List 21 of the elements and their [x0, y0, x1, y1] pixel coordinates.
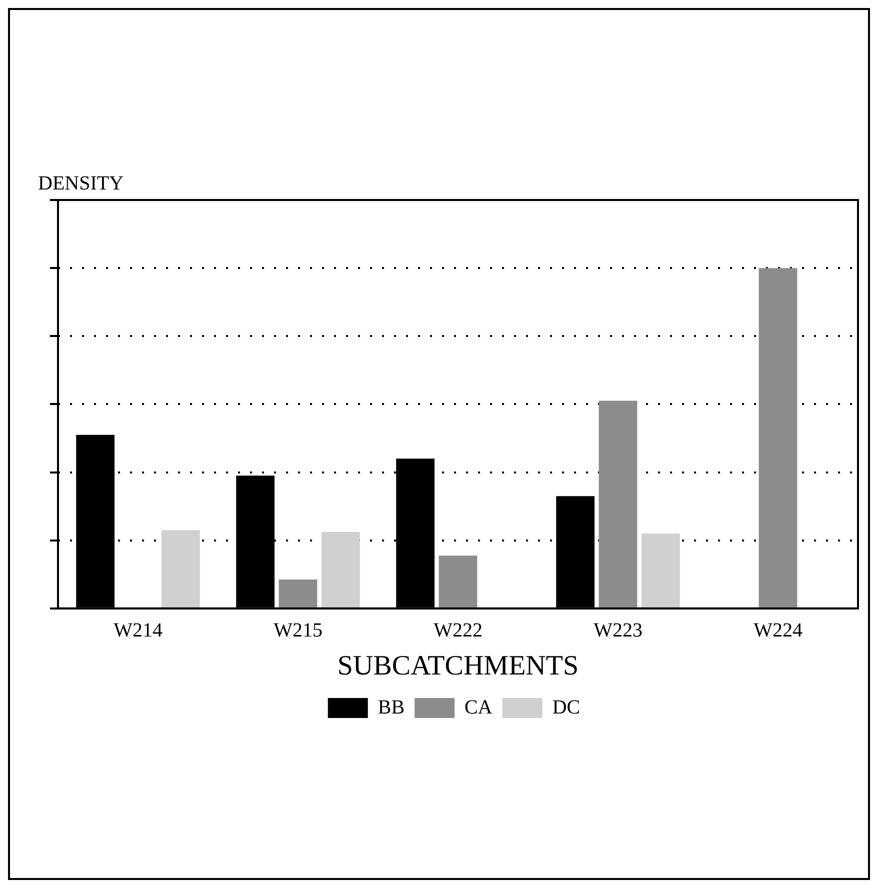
bar — [396, 458, 435, 608]
legend-label: BB — [378, 696, 405, 718]
x-tick-label: W223 — [594, 620, 642, 642]
legend-label: DC — [552, 696, 580, 718]
x-tick-label: W214 — [114, 620, 162, 642]
bar — [438, 556, 478, 608]
bar — [598, 400, 638, 608]
y-axis-title: DENSITY — [38, 172, 124, 194]
x-axis-title: SUBCATCHMENTS — [337, 650, 579, 682]
bar — [641, 534, 680, 608]
bar — [76, 434, 115, 608]
bar — [321, 532, 360, 608]
x-tick-label: W224 — [754, 620, 802, 642]
bar — [556, 496, 595, 608]
x-tick-label: W215 — [274, 620, 322, 642]
legend-label: CA — [464, 696, 493, 718]
bar — [161, 530, 200, 608]
x-tick-label: W222 — [434, 620, 482, 642]
bar — [278, 579, 318, 608]
bar — [758, 268, 798, 608]
bar — [236, 476, 275, 608]
